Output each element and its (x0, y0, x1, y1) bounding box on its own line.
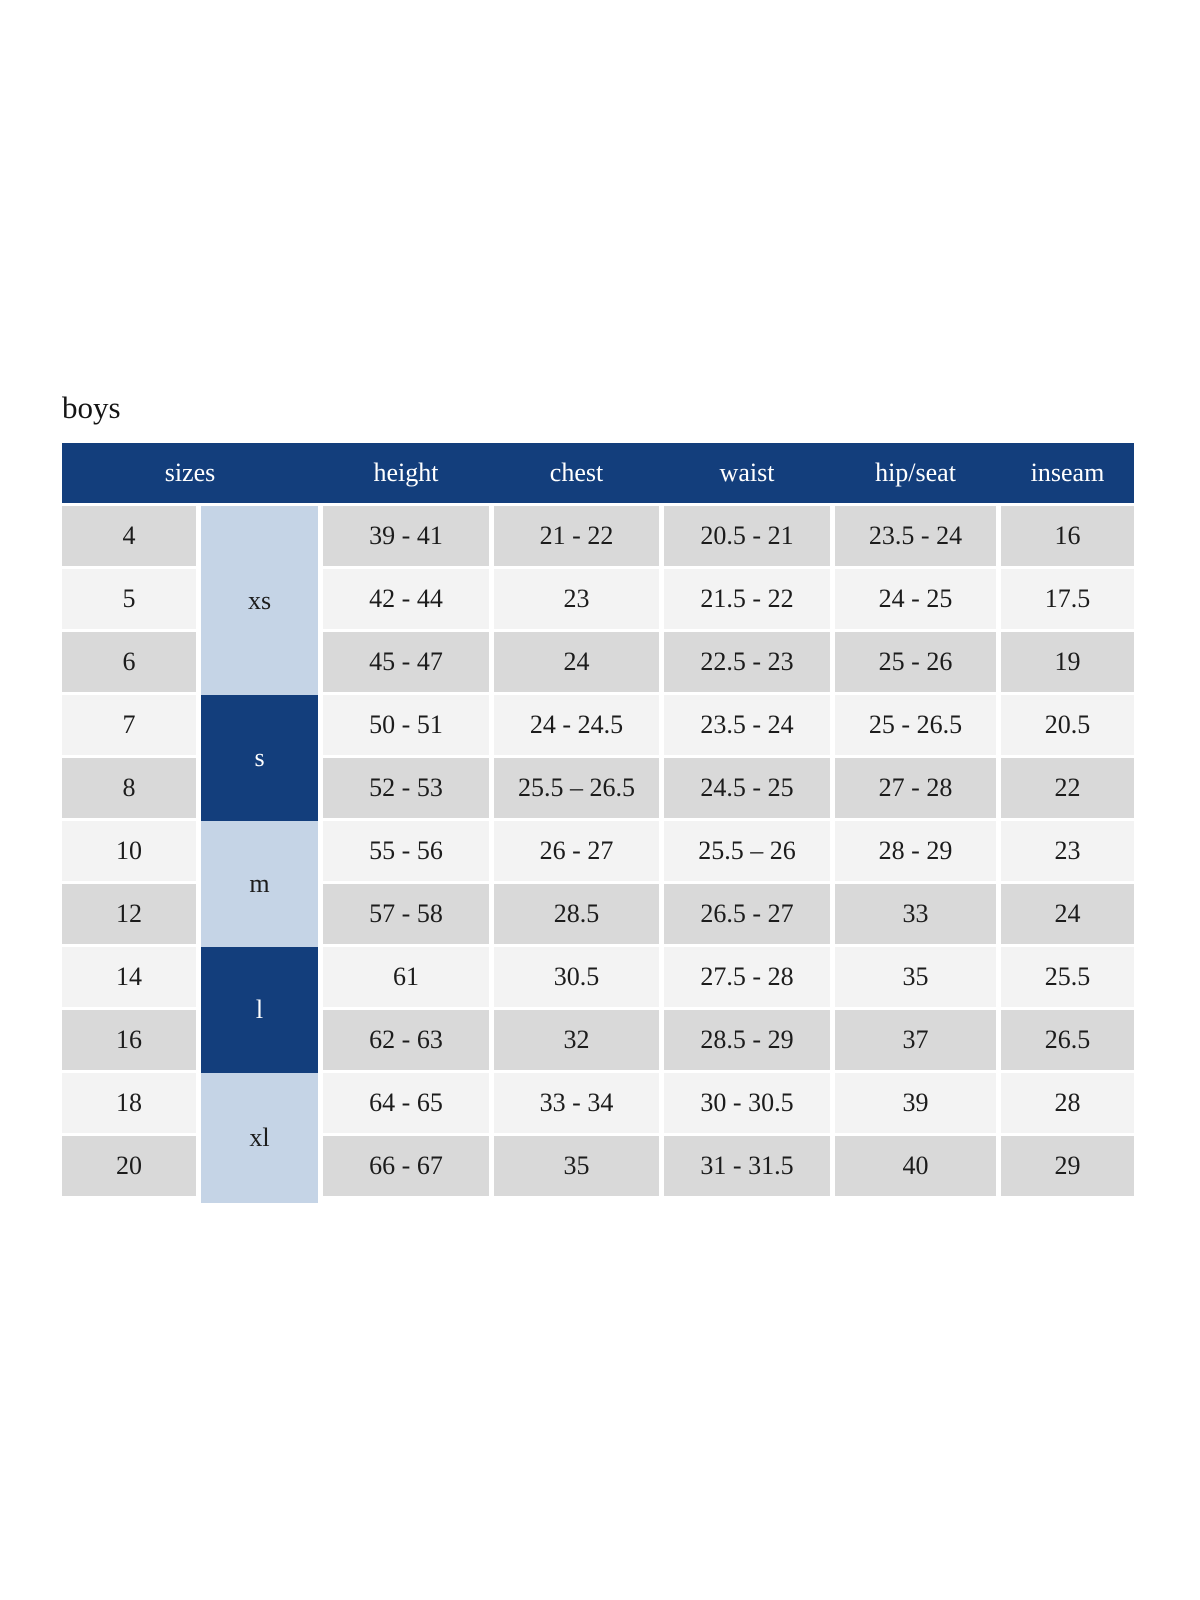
cell-inseam: 28 (1001, 1073, 1134, 1133)
cell-chest: 30.5 (494, 947, 659, 1007)
cell-height: 45 - 47 (323, 632, 489, 692)
cell-inseam: 16 (1001, 506, 1134, 566)
cell-waist: 20.5 - 21 (664, 506, 830, 566)
cell-chest: 25.5 – 26.5 (494, 758, 659, 818)
cell-waist: 26.5 - 27 (664, 884, 830, 944)
cell-inseam: 24 (1001, 884, 1134, 944)
cell-inseam: 22 (1001, 758, 1134, 818)
cell-height: 57 - 58 (323, 884, 489, 944)
cell-height: 61 (323, 947, 489, 1007)
size-group-xs: xs (201, 506, 318, 695)
page-title: boys (62, 390, 121, 425)
cell-size: 6 (62, 632, 196, 692)
cell-height: 42 - 44 (323, 569, 489, 629)
size-group-l: l (201, 947, 318, 1073)
cell-hip-seat: 25 - 26 (835, 632, 996, 692)
size-chart-table: sizes height chest waist hip/seat inseam… (62, 443, 1134, 1203)
cell-size: 5 (62, 569, 196, 629)
cell-waist: 31 - 31.5 (664, 1136, 830, 1196)
cell-height: 66 - 67 (323, 1136, 489, 1196)
cell-chest: 24 - 24.5 (494, 695, 659, 755)
cell-inseam: 20.5 (1001, 695, 1134, 755)
cell-chest: 23 (494, 569, 659, 629)
cell-chest: 33 - 34 (494, 1073, 659, 1133)
size-group-m: m (201, 821, 318, 947)
header-cell-height: height (373, 458, 439, 487)
cell-height: 52 - 53 (323, 758, 489, 818)
cell-height: 64 - 65 (323, 1073, 489, 1133)
cell-waist: 30 - 30.5 (664, 1073, 830, 1133)
cell-height: 50 - 51 (323, 695, 489, 755)
cell-hip-seat: 24 - 25 (835, 569, 996, 629)
cell-size: 12 (62, 884, 196, 944)
size-group-s: s (201, 695, 318, 821)
cell-waist: 28.5 - 29 (664, 1010, 830, 1070)
cell-waist: 24.5 - 25 (664, 758, 830, 818)
cell-waist: 22.5 - 23 (664, 632, 830, 692)
header-cell-inseam: inseam (1030, 458, 1105, 487)
cell-hip-seat: 23.5 - 24 (835, 506, 996, 566)
cell-hip-seat: 37 (835, 1010, 996, 1070)
cell-size: 18 (62, 1073, 196, 1133)
cell-size: 16 (62, 1010, 196, 1070)
header-cell-waist: waist (719, 458, 775, 487)
cell-inseam: 19 (1001, 632, 1134, 692)
cell-inseam: 26.5 (1001, 1010, 1134, 1070)
cell-height: 55 - 56 (323, 821, 489, 881)
cell-size: 7 (62, 695, 196, 755)
size-group-column: xs s m l xl (201, 506, 318, 1203)
cell-hip-seat: 27 - 28 (835, 758, 996, 818)
cell-height: 39 - 41 (323, 506, 489, 566)
cell-hip-seat: 33 (835, 884, 996, 944)
cell-hip-seat: 28 - 29 (835, 821, 996, 881)
cell-waist: 25.5 – 26 (664, 821, 830, 881)
cell-inseam: 17.5 (1001, 569, 1134, 629)
size-group-xl: xl (201, 1073, 318, 1203)
cell-size: 14 (62, 947, 196, 1007)
cell-size: 8 (62, 758, 196, 818)
cell-chest: 24 (494, 632, 659, 692)
cell-waist: 23.5 - 24 (664, 695, 830, 755)
cell-chest: 35 (494, 1136, 659, 1196)
cell-hip-seat: 35 (835, 947, 996, 1007)
cell-hip-seat: 40 (835, 1136, 996, 1196)
table-header-row: sizes height chest waist hip/seat inseam (62, 443, 1134, 503)
header-cell-hip-seat: hip/seat (875, 458, 956, 487)
cell-chest: 26 - 27 (494, 821, 659, 881)
cell-chest: 21 - 22 (494, 506, 659, 566)
cell-hip-seat: 25 - 26.5 (835, 695, 996, 755)
cell-waist: 21.5 - 22 (664, 569, 830, 629)
cell-inseam: 29 (1001, 1136, 1134, 1196)
header-cell-chest: chest (549, 458, 604, 487)
cell-inseam: 25.5 (1001, 947, 1134, 1007)
cell-inseam: 23 (1001, 821, 1134, 881)
cell-hip-seat: 39 (835, 1073, 996, 1133)
cell-size: 10 (62, 821, 196, 881)
header-cell-sizes: sizes (164, 458, 216, 487)
cell-chest: 32 (494, 1010, 659, 1070)
table-body: 4 39 - 41 21 - 22 20.5 - 21 23.5 - 24 16… (62, 506, 1134, 1203)
cell-waist: 27.5 - 28 (664, 947, 830, 1007)
cell-chest: 28.5 (494, 884, 659, 944)
cell-size: 4 (62, 506, 196, 566)
cell-height: 62 - 63 (323, 1010, 489, 1070)
cell-size: 20 (62, 1136, 196, 1196)
table-body-grid: 4 39 - 41 21 - 22 20.5 - 21 23.5 - 24 16… (62, 506, 1134, 1196)
